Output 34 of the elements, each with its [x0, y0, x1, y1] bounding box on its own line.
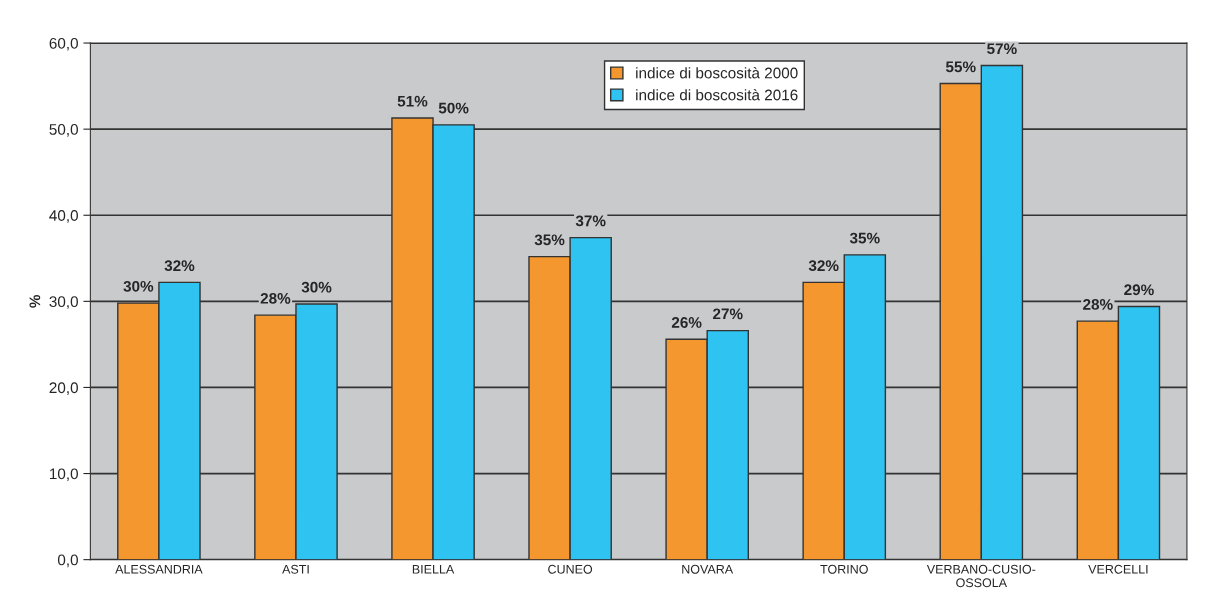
x-tick-label: BIELLA	[412, 564, 455, 574]
data-label: 32%	[164, 260, 195, 272]
legend-label: indice di boscosità 2016	[636, 89, 798, 101]
y-tick-label: 0,0	[57, 554, 78, 568]
x-tick-label: VERCELLI	[1088, 564, 1148, 574]
data-label: 30%	[123, 280, 154, 292]
y-tick-label: 50,0	[49, 124, 78, 137]
data-label: 27%	[712, 308, 743, 320]
data-label: 26%	[671, 317, 702, 328]
y-axis-title: %	[29, 294, 41, 308]
x-tick-label: ASTI	[282, 564, 309, 574]
y-tick-label: 40,0	[49, 210, 78, 223]
data-label: 50%	[438, 102, 469, 114]
data-label: 28%	[260, 292, 291, 304]
data-label: 37%	[575, 215, 606, 227]
x-tick-label: NOVARA	[682, 564, 734, 574]
y-tick-label: 30,0	[49, 296, 78, 309]
x-tick-label: ALESSANDRIA	[115, 564, 203, 574]
y-tick-label: 10,0	[50, 468, 78, 482]
x-tick-label: VERBANO-CUSIO- OSSOLA	[926, 564, 1036, 588]
data-label: 32%	[808, 260, 839, 272]
data-label: 57%	[987, 43, 1017, 55]
x-tick-label: TORINO	[820, 564, 868, 574]
data-label: 30%	[301, 281, 332, 293]
data-label: 28%	[1083, 298, 1113, 310]
data-label: 29%	[1124, 284, 1154, 296]
data-label: 55%	[945, 61, 976, 73]
x-tick-label: CUNEO	[548, 564, 593, 574]
data-label: 35%	[534, 234, 565, 246]
data-label: 51%	[397, 95, 428, 107]
y-tick-label: 20,0	[49, 382, 78, 395]
y-tick-label: 60,0	[49, 37, 78, 51]
legend-label: indice di boscosità 2000	[636, 67, 798, 79]
data-label: 35%	[849, 232, 880, 244]
